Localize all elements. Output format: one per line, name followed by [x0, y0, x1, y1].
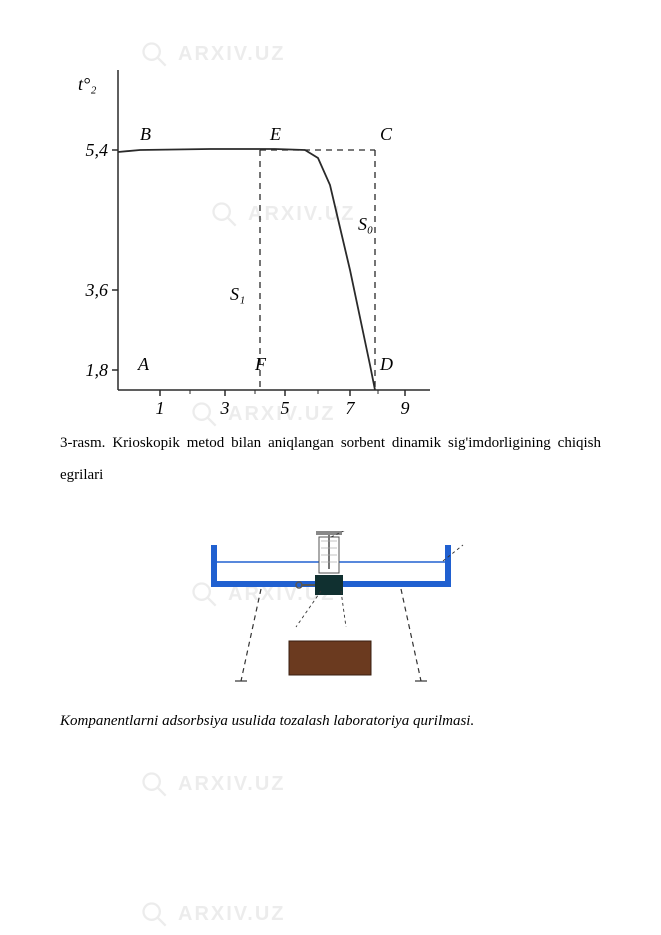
svg-text:5,4: 5,4	[86, 140, 109, 160]
watermark: ARXIV.UZ	[140, 900, 286, 928]
svg-text:3,6: 3,6	[85, 280, 109, 300]
watermark: ARXIV.UZ	[140, 770, 286, 798]
apparatus-caption: Kompanentlarni adsorbsiya usulida tozala…	[60, 709, 601, 733]
svg-text:A: A	[137, 354, 150, 374]
svg-text:1,8: 1,8	[86, 360, 109, 380]
svg-text:C: C	[380, 124, 393, 144]
svg-text:1: 1	[156, 398, 165, 418]
svg-text:E: E	[269, 124, 281, 144]
chart-caption: 3-rasm. Krioskopik metod bilan aniqlanga…	[60, 428, 601, 491]
svg-text:7: 7	[346, 398, 356, 418]
svg-text:S₀: S₀	[358, 214, 373, 234]
svg-text:t°₂: t°₂	[78, 74, 96, 94]
svg-text:S₁: S₁	[230, 284, 245, 304]
krioskopic-chart: t°₂ 5,4 3,6 1,8 1 3 5 7 9 B E C A F D S₀ S₁	[60, 50, 430, 420]
svg-text:5: 5	[281, 398, 290, 418]
svg-text:F: F	[254, 354, 267, 374]
svg-text:9: 9	[401, 398, 410, 418]
svg-text:D: D	[379, 354, 393, 374]
svg-text:3: 3	[220, 398, 230, 418]
svg-text:B: B	[140, 124, 151, 144]
chart-svg: t°₂ 5,4 3,6 1,8 1 3 5 7 9 B E C A F D S₀ S₁	[60, 50, 430, 420]
apparatus-diagram	[191, 531, 471, 691]
apparatus-svg	[191, 531, 471, 691]
